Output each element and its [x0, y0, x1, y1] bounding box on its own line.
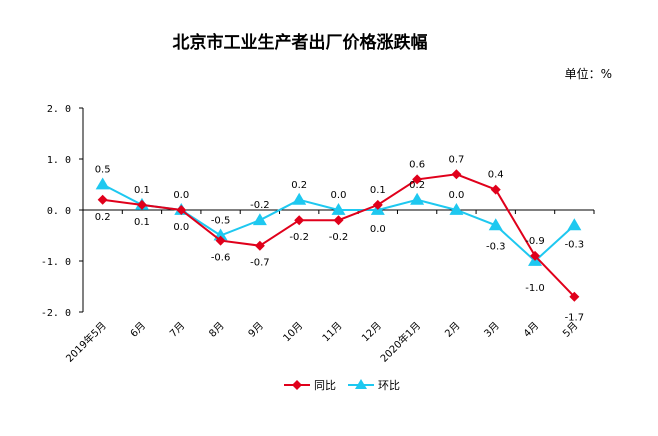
data-point-tongbi: [333, 215, 344, 226]
data-label-tongbi: -0.2: [329, 232, 349, 243]
data-point-tongbi: [490, 184, 501, 195]
data-point-huanbi: [292, 192, 307, 205]
data-label-huanbi: -0.3: [486, 241, 506, 252]
x-tick-label: 7月: [167, 320, 187, 340]
data-label-tongbi: 0.6: [409, 159, 425, 170]
data-label-tongbi: 0.4: [488, 170, 504, 181]
x-tick-label: 12月: [359, 320, 384, 345]
data-label-huanbi: 0.2: [409, 180, 425, 191]
data-label-tongbi: -1.7: [565, 313, 585, 324]
data-point-tongbi: [215, 235, 226, 246]
data-label-tongbi: -0.9: [525, 236, 545, 247]
data-point-tongbi: [451, 169, 462, 180]
x-tick-label: 11月: [320, 320, 345, 345]
data-label-huanbi: 0.0: [448, 190, 464, 201]
data-label-huanbi: -0.5: [211, 216, 231, 227]
x-tick-label: 4月: [521, 320, 541, 340]
data-point-tongbi: [254, 240, 265, 251]
data-point-tongbi: [136, 199, 147, 210]
data-point-huanbi: [410, 192, 425, 205]
legend: 同比 环比: [284, 379, 400, 392]
x-tick-label: 10月: [281, 320, 306, 345]
data-point-tongbi: [97, 194, 108, 205]
y-tick-label: -2. 0: [41, 308, 71, 319]
legend-marker-tongbi: [292, 380, 302, 390]
data-label-huanbi: 0.0: [173, 190, 189, 201]
data-point-huanbi: [331, 203, 346, 215]
unit-label: 单位：%: [565, 66, 612, 81]
data-label-tongbi: -0.7: [250, 258, 270, 269]
data-label-huanbi: 0.1: [134, 185, 150, 196]
legend-marker-huanbi: [355, 379, 367, 389]
data-point-tongbi: [569, 291, 580, 302]
data-point-huanbi: [95, 177, 110, 190]
data-label-huanbi: 0.0: [331, 190, 347, 201]
legend-label-tongbi: 同比: [314, 379, 336, 392]
x-tick-label: 2020年1月: [377, 319, 423, 365]
data-label-huanbi: 0.2: [291, 180, 307, 191]
data-label-huanbi: -0.2: [250, 200, 270, 211]
data-label-huanbi: 0.5: [95, 165, 111, 176]
y-tick-label: 2. 0: [47, 104, 71, 115]
data-label-huanbi: -1.0: [525, 283, 545, 294]
x-tick-label: 8月: [207, 320, 227, 340]
data-point-tongbi: [530, 250, 541, 261]
data-point-huanbi: [488, 218, 503, 231]
x-tick-label: 9月: [246, 320, 266, 340]
data-labels: 0.2 0.1 0.0 -0.6 -0.7 -0.2 -0.2 0.1 0.6 0.7 0.4 -0.…: [95, 154, 584, 323]
legend-label-huanbi: 环比: [378, 379, 400, 392]
data-label-huanbi: -0.3: [565, 239, 585, 250]
y-tick-label: 0. 0: [47, 206, 71, 217]
data-point-huanbi: [567, 218, 582, 231]
data-label-tongbi: 0.7: [448, 154, 464, 165]
data-label-tongbi: 0.2: [95, 212, 111, 223]
y-tick-label: -1. 0: [41, 257, 71, 268]
data-point-huanbi: [252, 213, 267, 226]
chart-title: 北京市工业生产者出厂价格涨跌幅: [173, 32, 428, 53]
x-tick-label: 3月: [482, 320, 502, 340]
data-label-huanbi: 0.0: [370, 224, 386, 235]
data-label-tongbi: 0.1: [134, 217, 150, 228]
series-layer: [95, 169, 582, 302]
x-tick-label: 2月: [442, 320, 462, 340]
data-point-tongbi: [412, 174, 423, 185]
data-label-tongbi: -0.6: [211, 253, 231, 264]
data-point-tongbi: [294, 215, 305, 226]
data-point-tongbi: [176, 205, 187, 215]
data-label-tongbi: 0.0: [173, 222, 189, 233]
data-point-tongbi: [372, 199, 383, 210]
x-tick-label: 6月: [128, 320, 148, 340]
data-label-tongbi: -0.2: [289, 232, 309, 243]
y-tick-label: 1. 0: [47, 155, 71, 166]
x-tick-label: 2019年5月: [63, 319, 109, 365]
data-point-huanbi: [449, 203, 464, 215]
data-label-tongbi: 0.1: [370, 185, 386, 196]
